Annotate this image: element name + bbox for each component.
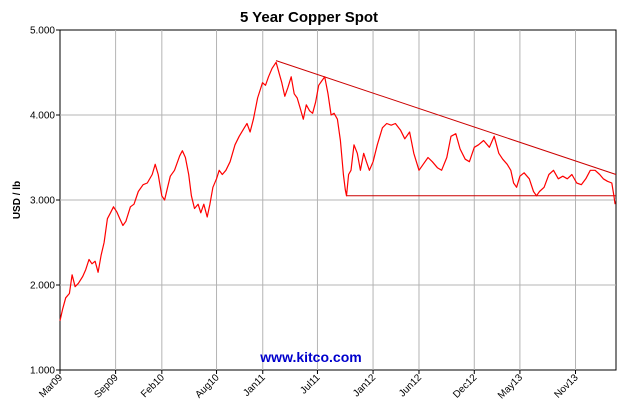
x-tick-label: Nov13: [552, 372, 581, 401]
x-tick-label: Jan12: [351, 372, 378, 399]
y-tick-label: 1.000: [30, 366, 55, 377]
x-tick-label: Jul11: [298, 372, 322, 396]
x-axis-ticks: Mar09 Sep09 Feb10 Aug10 Jan11 Jul11 Jan12 Jun12…: [37, 370, 581, 401]
y-axis-label: USD / lb: [12, 181, 23, 219]
y-tick-label: 5.000: [30, 26, 55, 37]
chart-title: 5 Year Copper Spot: [240, 9, 378, 26]
x-tick-label: Dec12: [451, 372, 480, 401]
x-tick-label: Sep09: [92, 372, 121, 401]
y-axis-ticks: 1.000 2.000 3.000 4.000 5.000: [30, 26, 60, 377]
grid: [60, 30, 616, 370]
trend-lines: [275, 60, 617, 197]
x-tick-label: May13: [496, 372, 525, 401]
x-tick-label: Jun12: [397, 372, 424, 399]
watermark-link[interactable]: www.kitco.com: [259, 349, 361, 365]
x-tick-label: Jan11: [241, 372, 268, 399]
x-tick-label: Aug10: [193, 372, 222, 401]
y-tick-label: 3.000: [30, 196, 55, 207]
y-tick-label: 4.000: [30, 111, 55, 122]
series-line: [59, 61, 616, 321]
y-tick-label: 2.000: [30, 281, 55, 292]
series-group: [59, 61, 616, 321]
x-tick-label: Feb10: [139, 372, 167, 400]
trend-line: [275, 60, 617, 175]
